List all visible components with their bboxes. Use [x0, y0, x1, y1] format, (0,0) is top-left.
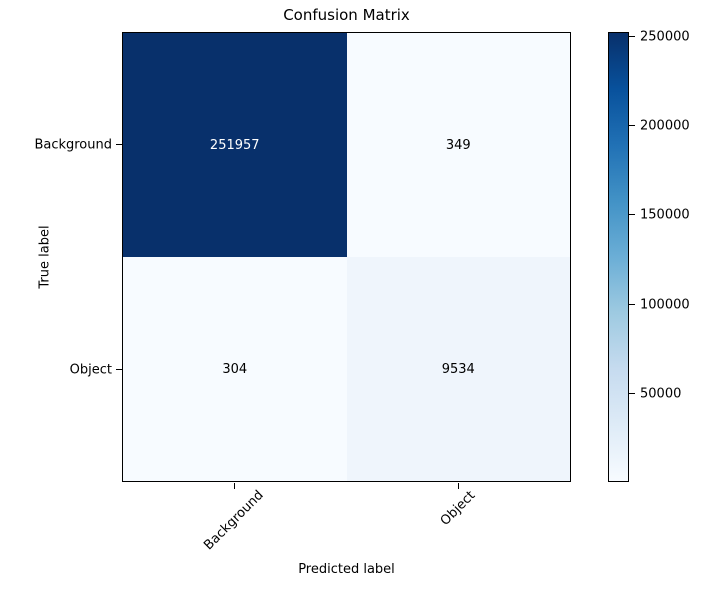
colorbar-tick-mark — [629, 304, 635, 305]
y-tick-label-background: Background — [34, 137, 112, 153]
colorbar-tick-label: 50000 — [640, 386, 682, 402]
colorbar-gradient — [608, 32, 629, 482]
colorbar-tick-mark — [629, 125, 635, 126]
x-tick-label-background: Background — [201, 487, 267, 554]
x-tick-mark — [458, 483, 459, 489]
heatmap-cell-true-background-pred-background: 251957 — [123, 33, 347, 257]
colorbar-tick-label: 200000 — [640, 118, 690, 134]
x-axis-label: Predicted label — [298, 562, 395, 577]
y-tick-label-object: Object — [69, 362, 112, 378]
y-axis-label: True label — [37, 225, 53, 289]
colorbar-tick-label: 100000 — [640, 297, 690, 313]
heatmap-cell-true-object-pred-object: 9534 — [346, 257, 570, 481]
chart-title: Confusion Matrix — [283, 6, 410, 24]
y-tick-mark — [116, 144, 122, 145]
colorbar-tick-mark — [629, 393, 635, 394]
heatmap-plot-area: 251957 349 304 9534 — [122, 32, 571, 482]
colorbar-tick-mark — [629, 214, 635, 215]
heatmap-cell-true-object-pred-background: 304 — [123, 257, 347, 481]
colorbar-tick-label: 150000 — [640, 207, 690, 223]
heatmap-cell-true-background-pred-object: 349 — [346, 33, 570, 257]
x-tick-mark — [234, 483, 235, 489]
colorbar-tick-label: 250000 — [640, 29, 690, 45]
colorbar-tick-mark — [629, 36, 635, 37]
y-tick-mark — [116, 369, 122, 370]
x-tick-label-object: Object — [437, 488, 479, 529]
